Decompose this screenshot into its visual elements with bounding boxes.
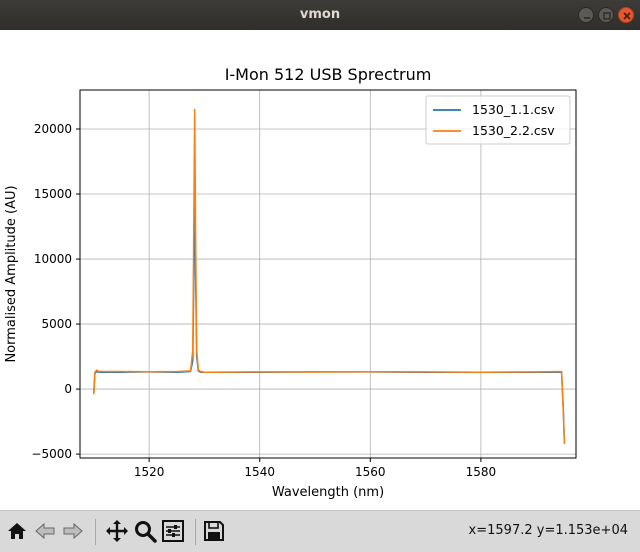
x-axis-label: Wavelength (nm) (272, 485, 384, 500)
close-icon (623, 12, 631, 20)
series-line-1 (93, 154, 566, 444)
y-tick-label: 5000 (41, 317, 72, 331)
zoom-icon (135, 521, 157, 543)
sliders-icon (162, 520, 184, 542)
y-tick-label: 15000 (34, 187, 72, 201)
zoom-button[interactable] (132, 518, 158, 544)
save-icon (204, 521, 224, 541)
axes-frame (79, 89, 577, 459)
legend: 1530_1.1.csv 1530_2.2.csv (425, 95, 571, 145)
y-tick-label: 10000 (34, 252, 72, 266)
series-layer (93, 108, 566, 444)
back-button[interactable] (32, 518, 58, 544)
chart-title: I-Mon 512 USB Sprectrum (225, 65, 432, 84)
x-tick-label: 1520 (134, 465, 165, 479)
x-tick-label: 1560 (355, 465, 386, 479)
window-titlebar[interactable]: vmon (0, 0, 640, 30)
maximize-button[interactable] (598, 7, 614, 23)
x-tick-label: 1580 (466, 465, 497, 479)
legend-label-2: 1530_2.2.csv (472, 123, 555, 138)
close-button[interactable] (618, 7, 634, 23)
move-icon (106, 520, 128, 542)
y-axis-label: Normalised Amplitude (AU) (4, 185, 19, 362)
pan-button[interactable] (104, 518, 130, 544)
toolbar-separator (95, 519, 96, 545)
y-tick-label: 0 (64, 382, 72, 396)
tick-layer: 1520 1540 1560 1580 −5000 0 5000 10000 15000 2000… (31, 122, 496, 479)
forward-button[interactable] (60, 518, 86, 544)
y-tick-label: 20000 (34, 122, 72, 136)
window-controls (578, 7, 634, 23)
legend-label-1: 1530_1.1.csv (472, 102, 555, 117)
toolbar-separator (195, 519, 196, 545)
series-line-2 (93, 108, 566, 444)
home-button[interactable] (4, 518, 30, 544)
minimize-button[interactable] (578, 7, 594, 23)
window-title: vmon (299, 7, 341, 22)
save-button[interactable] (201, 518, 227, 544)
forward-arrow-icon (63, 522, 83, 540)
configure-subplots-button[interactable] (160, 518, 186, 544)
minimize-icon (584, 17, 590, 19)
x-tick-label: 1540 (244, 465, 275, 479)
maximize-icon (603, 12, 611, 20)
y-tick-label: −5000 (31, 447, 72, 461)
grid-layer (80, 90, 576, 458)
home-icon (8, 523, 26, 539)
spectrum-chart[interactable]: 1520 1540 1560 1580 −5000 0 5000 10000 15000 2000… (0, 30, 640, 510)
cursor-coordinates: x=1597.2 y=1.153e+04 (468, 523, 628, 538)
plot-figure[interactable]: 1520 1540 1560 1580 −5000 0 5000 10000 15000 2000… (0, 30, 640, 510)
back-arrow-icon (35, 522, 55, 540)
navigation-toolbar: x=1597.2 y=1.153e+04 (0, 510, 640, 552)
